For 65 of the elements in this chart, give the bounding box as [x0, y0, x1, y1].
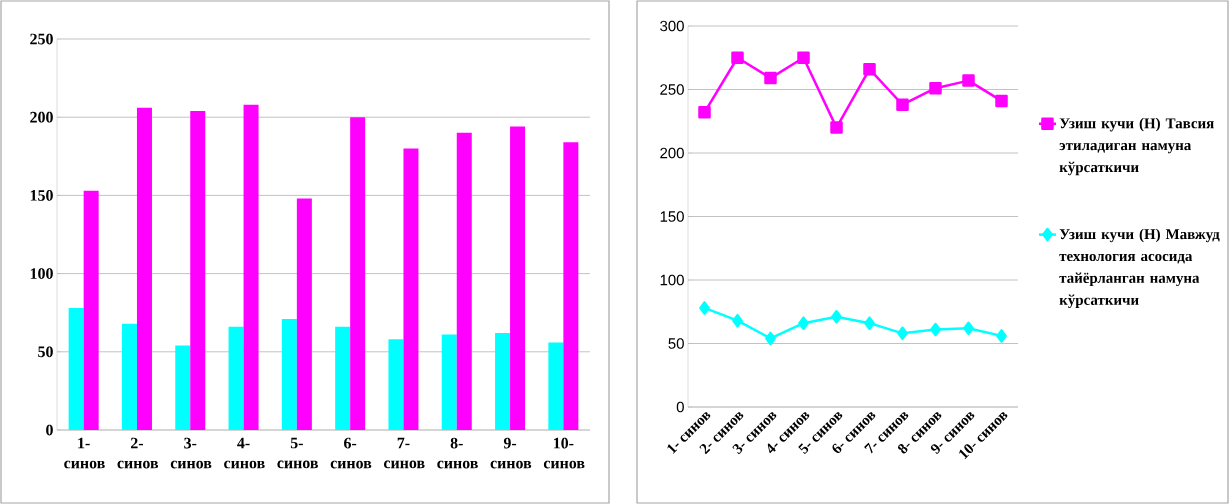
bar [228, 326, 244, 430]
y-tick-label: 200 [30, 111, 53, 123]
point [929, 81, 942, 95]
y-tick-label: 250 [660, 84, 684, 95]
y-tick-label: 100 [660, 274, 684, 286]
point [731, 51, 744, 64]
x-tick-label: 4- синов [224, 437, 265, 469]
point [732, 313, 743, 328]
bar [296, 198, 312, 430]
point [699, 301, 710, 315]
bar [281, 318, 297, 430]
bar [121, 323, 137, 430]
y-tick-label: 300 [660, 20, 684, 32]
bar [548, 342, 564, 430]
bar [441, 334, 457, 430]
y-tick-label: 0 [46, 424, 53, 436]
bar [403, 148, 419, 430]
bar [350, 117, 366, 430]
point [798, 316, 809, 330]
y-tick-label: 150 [30, 190, 53, 201]
point [830, 121, 843, 134]
x-tick-label: 2- синов [117, 437, 159, 469]
point [930, 322, 941, 337]
point [831, 310, 842, 324]
bar [68, 308, 84, 430]
bar [175, 345, 191, 430]
x-tick-label: 8- синов [437, 437, 478, 469]
x-tick-label: 7- синов [384, 437, 425, 469]
y-tick-label: 0 [676, 401, 684, 413]
x-tick-label: 5- синов [277, 437, 318, 469]
legend-label: Узиш кучи (Н) Мавжуд технология асосида тайёрланган намуна кўрсаткичи [1059, 228, 1220, 308]
x-tick-label: 10- синов [543, 437, 585, 469]
point [897, 326, 908, 341]
point [765, 331, 776, 346]
bar [563, 142, 579, 430]
point [962, 74, 975, 87]
bar [136, 107, 152, 430]
point [864, 316, 875, 330]
y-tick-label: 100 [30, 268, 53, 279]
bar [456, 132, 472, 430]
y-tick-label: 200 [660, 147, 684, 159]
point [797, 51, 810, 64]
x-tick-label: 1- синов [64, 437, 105, 469]
point [863, 62, 876, 76]
x-tick-label: 9- синов [490, 437, 532, 469]
bar [190, 110, 206, 430]
bar [335, 326, 351, 430]
y-tick-label: 50 [38, 346, 53, 358]
x-tick-label: 3- синов [170, 437, 212, 469]
point [896, 98, 909, 111]
bar [388, 339, 404, 430]
point [995, 94, 1008, 108]
y-tick-label: 50 [668, 338, 684, 349]
legend-label: Узиш кучи (Н) Тавсия этиладиган намуна кўрсаткичи [1059, 117, 1214, 176]
bar [510, 126, 526, 430]
y-tick-label: 150 [660, 211, 684, 222]
point [963, 321, 974, 336]
point [996, 329, 1007, 343]
bar [83, 190, 99, 430]
x-tick-label: 6- синов [330, 437, 372, 469]
bar [495, 333, 511, 430]
bar [243, 104, 259, 430]
y-tick-label: 250 [30, 33, 53, 45]
point [698, 106, 711, 119]
point [764, 71, 777, 85]
